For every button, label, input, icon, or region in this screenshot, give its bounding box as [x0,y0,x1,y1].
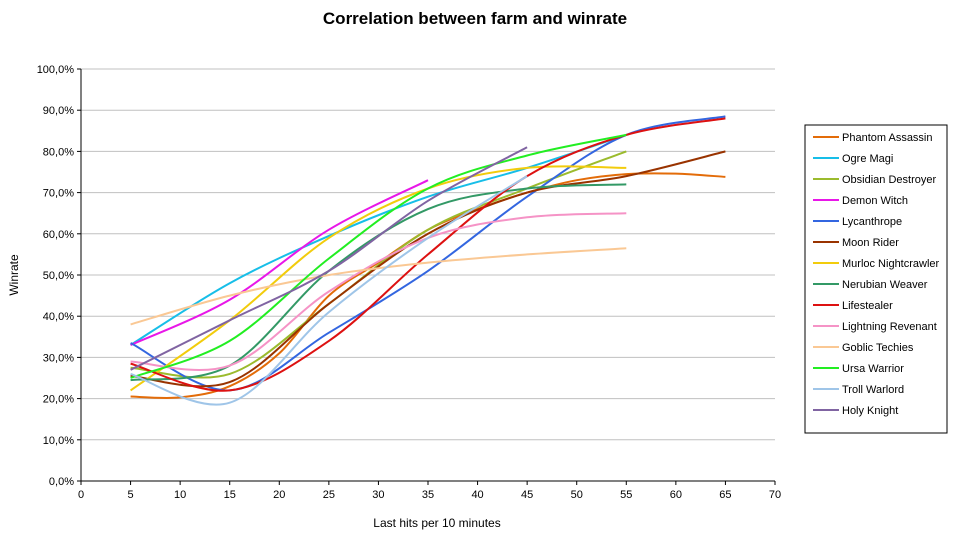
x-tick-label: 65 [719,489,731,501]
x-tick-label: 55 [620,489,632,501]
axes: 0,0% 10,0% 20,0% 30,0% 40,0% 50,0% 60,0% 70,0% 8… [37,64,781,501]
legend-label: Goblic Techies [842,342,914,354]
legend-label: Obsidian Destroyer [842,174,936,186]
x-tick-label: 15 [224,489,236,501]
series-line-moon-rider [130,150,726,388]
x-tick-label: 10 [174,489,186,501]
x-tick-label: 25 [323,489,335,501]
legend-label: Holy Knight [842,405,898,417]
x-tick-label: 0 [78,489,84,501]
x-tick-label: 30 [372,489,384,501]
y-tick-label: 30,0% [43,352,74,364]
x-tick-label: 70 [769,489,781,501]
x-tick-label: 40 [471,489,483,501]
y-tick-label: 40,0% [43,311,74,323]
legend-label: Ursa Warrior [842,363,904,375]
series-line-ogre-magi [130,133,627,346]
x-tick-label: 45 [521,489,533,501]
legend-label: Lifestealer [842,300,893,312]
legend-label: Ogre Magi [842,153,893,165]
series-line-murloc-nightcrawler [130,165,627,392]
y-axis-title: Winrate [7,254,21,296]
series-line-lifestealer [130,117,726,392]
y-tick-label: 80,0% [43,146,74,158]
y-tick-label: 90,0% [43,105,74,117]
legend-box [804,124,948,434]
y-tick-label: 10,0% [43,435,74,447]
series-line-holy-knight [130,146,528,371]
series-line-goblic-techies [130,247,627,326]
legend-label: Troll Warlord [842,384,904,396]
x-tick-label: 5 [128,489,134,501]
legend-label: Lycanthrope [842,216,902,228]
x-tick-label: 20 [273,489,285,501]
plot-area [130,115,726,406]
chart-title: Correlation between farm and winrate [323,9,627,28]
series-line-nerubian-weaver [130,183,627,382]
legend-label: Moon Rider [842,237,899,249]
legend: Phantom Assassin Ogre Magi Obsidian Destro… [804,124,948,434]
series-line-demon-witch [130,179,429,346]
series-line-phantom-assassin [130,172,726,400]
x-axis-title: Last hits per 10 minutes [373,516,500,530]
legend-label: Murloc Nightcrawler [842,258,940,270]
series-line-lightning-revenant [130,212,627,372]
y-tick-label: 20,0% [43,394,74,406]
legend-label: Demon Witch [842,195,908,207]
series-line-ursa-warrior [130,133,627,379]
y-tick-label: 60,0% [43,229,74,241]
y-tick-label: 0,0% [49,476,74,488]
x-tick-label: 50 [571,489,583,501]
y-tick-label: 70,0% [43,188,74,200]
legend-label: Phantom Assassin [842,132,933,144]
y-tick-label: 50,0% [43,270,74,282]
y-tick-label: 100,0% [37,64,75,76]
series-line-troll-warlord [130,175,528,406]
x-tick-label: 35 [422,489,434,501]
legend-label: Lightning Revenant [842,321,937,333]
legend-label: Nerubian Weaver [842,279,928,291]
x-tick-label: 60 [670,489,682,501]
